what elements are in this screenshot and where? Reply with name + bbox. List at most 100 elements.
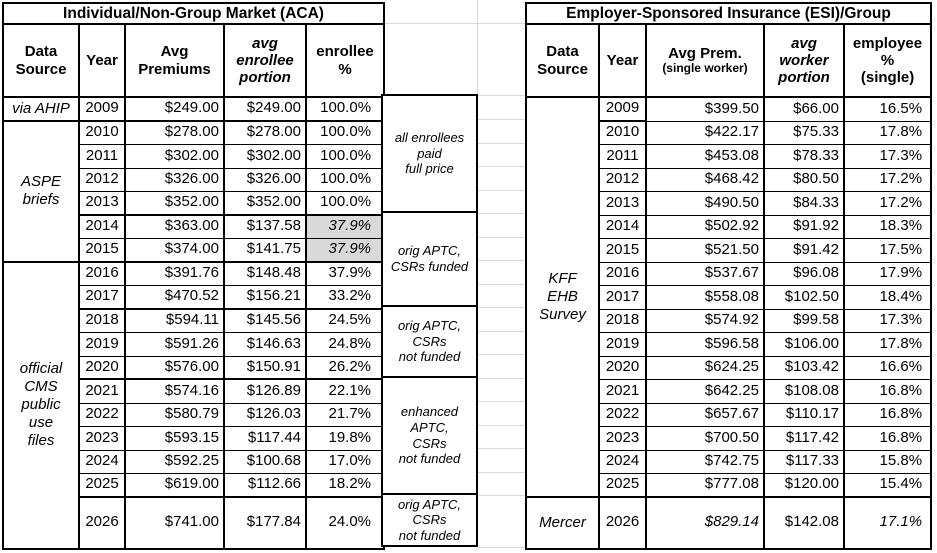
enrollee-portion-cell: $117.44 — [225, 427, 307, 451]
year-cell: 2014 — [80, 215, 126, 239]
enrollee-portion-cell: $302.00 — [225, 145, 307, 169]
gridline — [478, 307, 525, 308]
aca-header-avg-premiums: Avg Premiums — [126, 25, 225, 98]
enrollee-pct-cell: 100.0% — [307, 168, 386, 192]
avg-premium-cell: $470.52 — [126, 286, 225, 310]
esi-header-year: Year — [600, 25, 647, 98]
employee-pct-cell: 16.5% — [845, 98, 933, 122]
avg-prem-cell: $490.50 — [647, 192, 765, 216]
year-cell: 2014 — [600, 215, 647, 239]
worker-portion-cell: $80.50 — [765, 168, 845, 192]
enrollee-pct-cell: 17.0% — [307, 450, 386, 474]
year-cell: 2016 — [600, 262, 647, 286]
gridline — [478, 119, 525, 120]
aca-table: Individual/Non-Group Market (ACA) Data S… — [2, 2, 386, 550]
employee-pct-cell: 18.3% — [845, 215, 933, 239]
employee-pct-cell: 17.1% — [845, 497, 933, 550]
enrollee-portion-cell: $177.84 — [225, 497, 307, 550]
aca-header-year: Year — [80, 25, 126, 98]
data-source-cell: official CMS public use files — [4, 262, 80, 550]
year-cell: 2026 — [600, 497, 647, 550]
year-cell: 2026 — [80, 497, 126, 550]
enrollee-pct-cell: 18.2% — [307, 474, 386, 498]
gridline — [478, 260, 525, 261]
enrollee-portion-cell: $249.00 — [225, 98, 307, 122]
enrollee-portion-cell: $150.91 — [225, 356, 307, 380]
enrollee-portion-cell: $156.21 — [225, 286, 307, 310]
enrollee-portion-cell: $148.48 — [225, 262, 307, 286]
enrollee-portion-cell: $352.00 — [225, 192, 307, 216]
year-cell: 2010 — [600, 121, 647, 145]
aca-header-data-source: Data Source — [4, 25, 80, 98]
year-cell: 2017 — [600, 286, 647, 310]
year-cell: 2022 — [80, 403, 126, 427]
year-cell: 2012 — [80, 168, 126, 192]
worker-portion-cell: $142.08 — [765, 497, 845, 550]
year-cell: 2023 — [600, 427, 647, 451]
avg-prem-cell: $624.25 — [647, 356, 765, 380]
avg-prem-cell: $642.25 — [647, 380, 765, 404]
avg-prem-cell: $558.08 — [647, 286, 765, 310]
avg-premium-cell: $576.00 — [126, 356, 225, 380]
avg-premium-cell: $326.00 — [126, 168, 225, 192]
data-source-cell: ASPE briefs — [4, 121, 80, 263]
employee-pct-cell: 17.3% — [845, 145, 933, 169]
gridline — [478, 143, 525, 144]
enrollee-pct-cell: 37.9% — [307, 215, 386, 239]
year-cell: 2021 — [600, 380, 647, 404]
gridline — [478, 237, 525, 238]
avg-prem-cell: $700.50 — [647, 427, 765, 451]
avg-premium-cell: $580.79 — [126, 403, 225, 427]
year-cell: 2009 — [80, 98, 126, 122]
year-cell: 2012 — [600, 168, 647, 192]
avg-prem-cell: $521.50 — [647, 239, 765, 263]
avg-prem-cell: $537.67 — [647, 262, 765, 286]
gridline — [478, 166, 525, 167]
year-cell: 2017 — [80, 286, 126, 310]
avg-premium-cell: $619.00 — [126, 474, 225, 498]
avg-prem-cell: $742.75 — [647, 450, 765, 474]
enrollee-portion-cell: $112.66 — [225, 474, 307, 498]
enrollee-portion-cell: $126.03 — [225, 403, 307, 427]
avg-prem-cell: $829.14 — [647, 497, 765, 550]
enrollee-pct-cell: 22.1% — [307, 380, 386, 404]
esi-title: Employer-Sponsored Insurance (ESI)/Group — [527, 4, 933, 25]
avg-premium-cell: $352.00 — [126, 192, 225, 216]
enrollee-pct-cell: 37.9% — [307, 262, 386, 286]
enrollee-pct-cell: 100.0% — [307, 121, 386, 145]
gridline — [478, 547, 525, 548]
year-cell: 2020 — [600, 356, 647, 380]
year-cell: 2019 — [80, 333, 126, 357]
avg-premium-cell: $278.00 — [126, 121, 225, 145]
employee-pct-cell: 17.8% — [845, 121, 933, 145]
year-cell: 2011 — [80, 145, 126, 169]
year-cell: 2013 — [600, 192, 647, 216]
worker-portion-cell: $117.42 — [765, 427, 845, 451]
avg-premium-cell: $741.00 — [126, 497, 225, 550]
employee-pct-cell: 17.3% — [845, 309, 933, 333]
enrollee-pct-cell: 19.8% — [307, 427, 386, 451]
single-worker-label: (single worker) — [662, 61, 748, 76]
avg-premium-cell: $574.16 — [126, 380, 225, 404]
year-cell: 2025 — [600, 474, 647, 498]
gridline — [478, 401, 525, 402]
policy-notes-column: all enrollees paid full price orig APTC,… — [381, 94, 478, 547]
gridline — [478, 495, 525, 496]
avg-prem-cell: $574.92 — [647, 309, 765, 333]
enrollee-pct-cell: 100.0% — [307, 145, 386, 169]
year-cell: 2019 — [600, 333, 647, 357]
gridline — [478, 448, 525, 449]
note-box: orig APTC, CSRs funded — [381, 211, 478, 307]
gridline — [383, 23, 525, 24]
note-box: all enrollees paid full price — [381, 94, 478, 213]
avg-premium-cell: $363.00 — [126, 215, 225, 239]
worker-portion-cell: $106.00 — [765, 333, 845, 357]
avg-prem-cell: $468.42 — [647, 168, 765, 192]
year-cell: 2010 — [80, 121, 126, 145]
enrollee-portion-cell: $278.00 — [225, 121, 307, 145]
aca-header-enrollee-pct: enrollee % — [307, 25, 386, 98]
enrollee-pct-cell: 33.2% — [307, 286, 386, 310]
worker-portion-cell: $91.42 — [765, 239, 845, 263]
year-cell: 2018 — [80, 309, 126, 333]
